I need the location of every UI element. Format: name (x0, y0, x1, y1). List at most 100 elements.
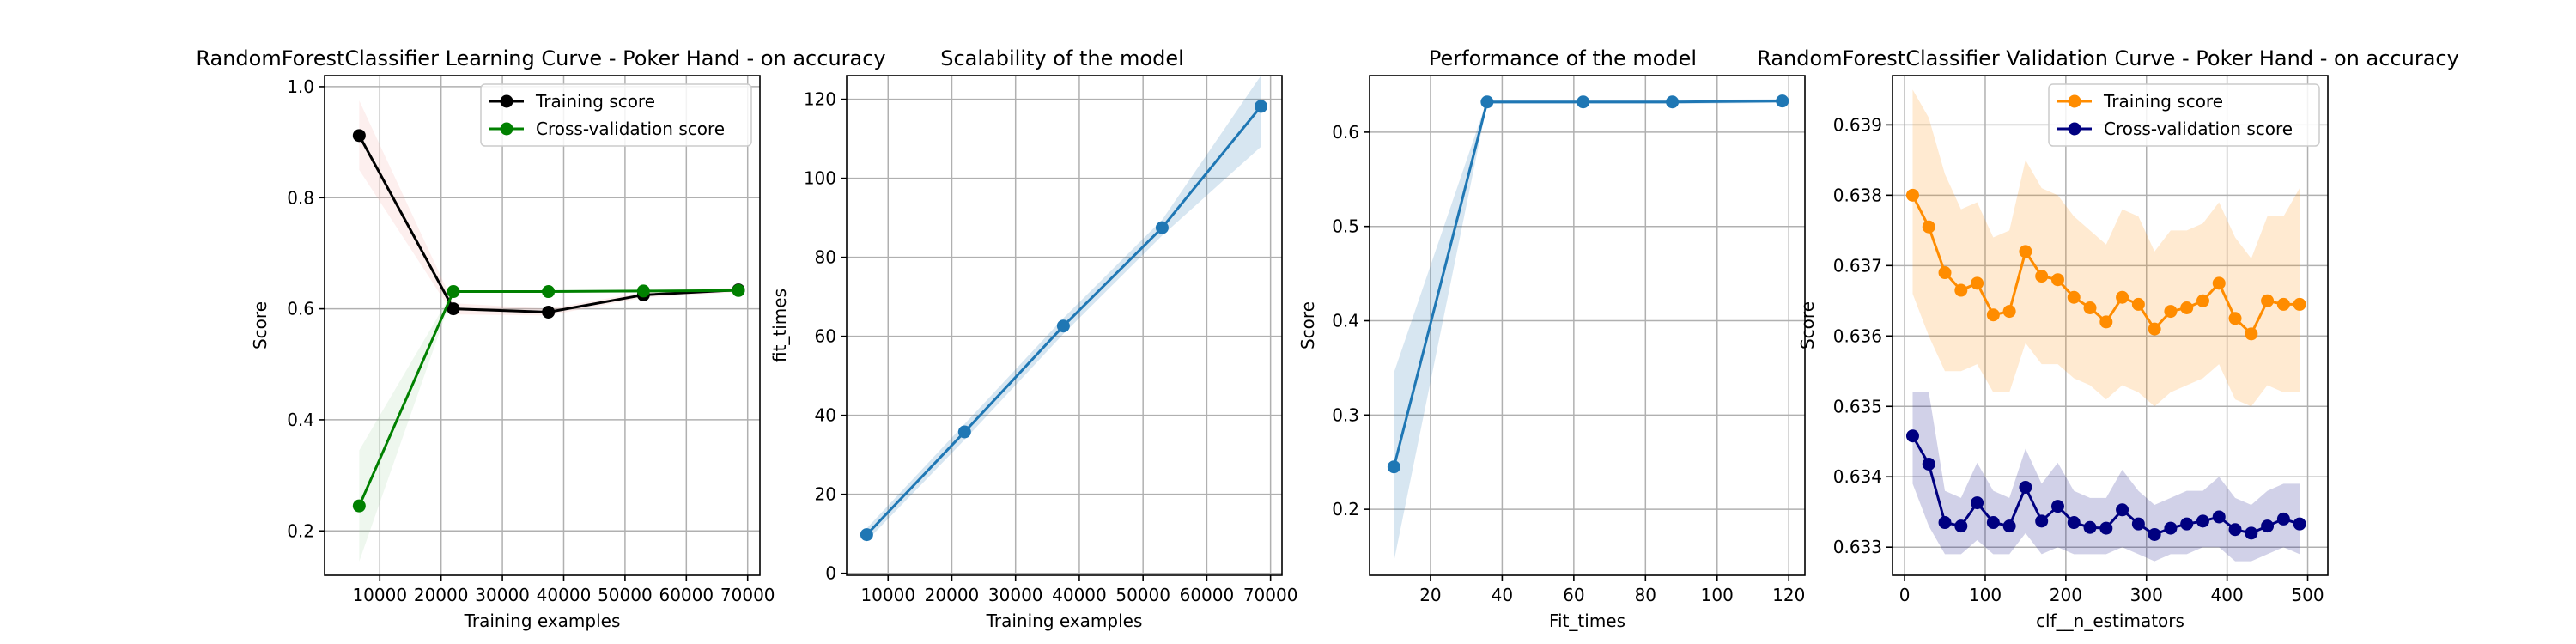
y-axis-label: Score (1797, 301, 1818, 349)
data-point (352, 499, 366, 513)
x-tick-label: 200 (2050, 585, 2082, 605)
legend: Training score Cross-validation score (2048, 83, 2320, 147)
data-point (2083, 520, 2097, 534)
data-point (957, 425, 971, 439)
y-tick-label: 1.0 (287, 76, 314, 97)
data-point (2261, 294, 2275, 307)
confidence-band (359, 100, 739, 316)
data-point (1938, 266, 1952, 280)
data-point (2099, 521, 2113, 535)
x-tick-label: 70000 (720, 585, 775, 605)
grid-lines (847, 76, 1282, 575)
x-tick-label: 0 (1899, 585, 1911, 605)
axes-frame (1369, 75, 1806, 576)
data-point (542, 305, 556, 319)
data-point (1480, 95, 1494, 109)
data-point (1905, 429, 1919, 443)
data-point (2276, 512, 2290, 526)
y-axis-label: fit_times (769, 289, 790, 362)
confidence-band (359, 289, 739, 562)
y-axis-label: Score (250, 301, 270, 349)
y-tick-label: 0.634 (1833, 466, 1882, 487)
y-tick-label: 0.636 (1833, 325, 1882, 346)
axes-frame (324, 75, 761, 576)
plot-area (860, 76, 1268, 542)
x-tick-label: 50000 (1115, 585, 1170, 605)
y-tick-label: 0.6 (287, 299, 314, 319)
confidence-band (1912, 89, 2300, 407)
confidence-band (1394, 99, 1783, 562)
data-point (447, 285, 460, 299)
y-tick-label: 0.2 (287, 520, 314, 541)
x-tick-label: 10000 (352, 585, 407, 605)
chart-title: RandomForestClassifier Learning Curve - … (196, 46, 885, 70)
x-tick-label: 20000 (925, 585, 980, 605)
data-point (2002, 305, 2016, 319)
legend-swatch-marker (500, 94, 513, 108)
data-point (1922, 457, 1935, 471)
x-tick-label: 80 (1635, 585, 1656, 605)
legend-entry-label: Cross-validation score (2104, 118, 2293, 139)
data-point (2116, 503, 2129, 517)
x-tick-label: 300 (2130, 585, 2163, 605)
data-point (1938, 516, 1952, 530)
data-point (2050, 500, 2064, 513)
grid-lines (325, 76, 760, 575)
data-point (2002, 519, 2016, 533)
y-tick-label: 0.3 (1332, 404, 1359, 425)
x-tick-label: 500 (2291, 585, 2324, 605)
y-tick-label: 0.635 (1833, 396, 1882, 416)
y-tick-label: 40 (815, 405, 836, 426)
legend-box (480, 83, 752, 147)
data-point (2131, 297, 2145, 311)
data-point (2164, 521, 2178, 535)
data-point (636, 284, 650, 298)
data-point (542, 285, 556, 299)
legend: Training score Cross-validation score (480, 83, 752, 147)
data-point (1577, 95, 1590, 109)
y-tick-label: 60 (815, 326, 836, 347)
x-tick-label: 60000 (1180, 585, 1235, 605)
legend-entry-label: Training score (2103, 91, 2223, 112)
x-tick-label: 60 (1563, 585, 1584, 605)
data-point (2245, 327, 2258, 341)
y-tick-label: 0.637 (1833, 255, 1882, 276)
x-axis-label: clf__n_estimators (2036, 611, 2184, 631)
y-tick-label: 20 (815, 484, 836, 505)
x-tick-label: 20000 (414, 585, 469, 605)
y-tick-label: 0.5 (1332, 216, 1359, 237)
data-point (1255, 100, 1268, 113)
y-tick-label: 120 (804, 89, 836, 110)
chart-performance: 20 40 60 80 100 120 0.2 0.3 0.4 0.5 0.6 Performance… (1297, 46, 1806, 631)
data-point (1905, 188, 1919, 202)
axes-frame (846, 75, 1283, 576)
data-point (2212, 510, 2226, 524)
data-point (2083, 301, 2097, 315)
x-tick-label: 60000 (659, 585, 714, 605)
x-tick-label: 10000 (860, 585, 915, 605)
data-point (2245, 526, 2258, 540)
data-point (1056, 319, 1070, 333)
y-tick-label: 0.8 (287, 187, 314, 208)
data-point (1666, 95, 1680, 109)
legend-swatch-marker (2068, 94, 2081, 108)
data-point (2228, 523, 2242, 537)
plot-area (1387, 94, 1789, 562)
data-point (2035, 270, 2049, 283)
data-point (2261, 519, 2275, 533)
data-point (1922, 220, 1935, 234)
x-axis-label: Training examples (464, 611, 621, 631)
data-point (1954, 283, 1968, 297)
x-tick-label: 100 (1969, 585, 2002, 605)
series-line (1392, 100, 1783, 468)
data-point (1986, 516, 2000, 530)
x-tick-label: 30000 (988, 585, 1043, 605)
chart-title: Scalability of the model (940, 46, 1184, 70)
data-point (447, 302, 460, 316)
y-tick-label: 0 (825, 563, 836, 584)
data-point (1954, 519, 1968, 533)
y-tick-label: 0.633 (1833, 537, 1882, 557)
data-point (2276, 297, 2290, 311)
y-tick-label: 0.639 (1833, 114, 1882, 135)
